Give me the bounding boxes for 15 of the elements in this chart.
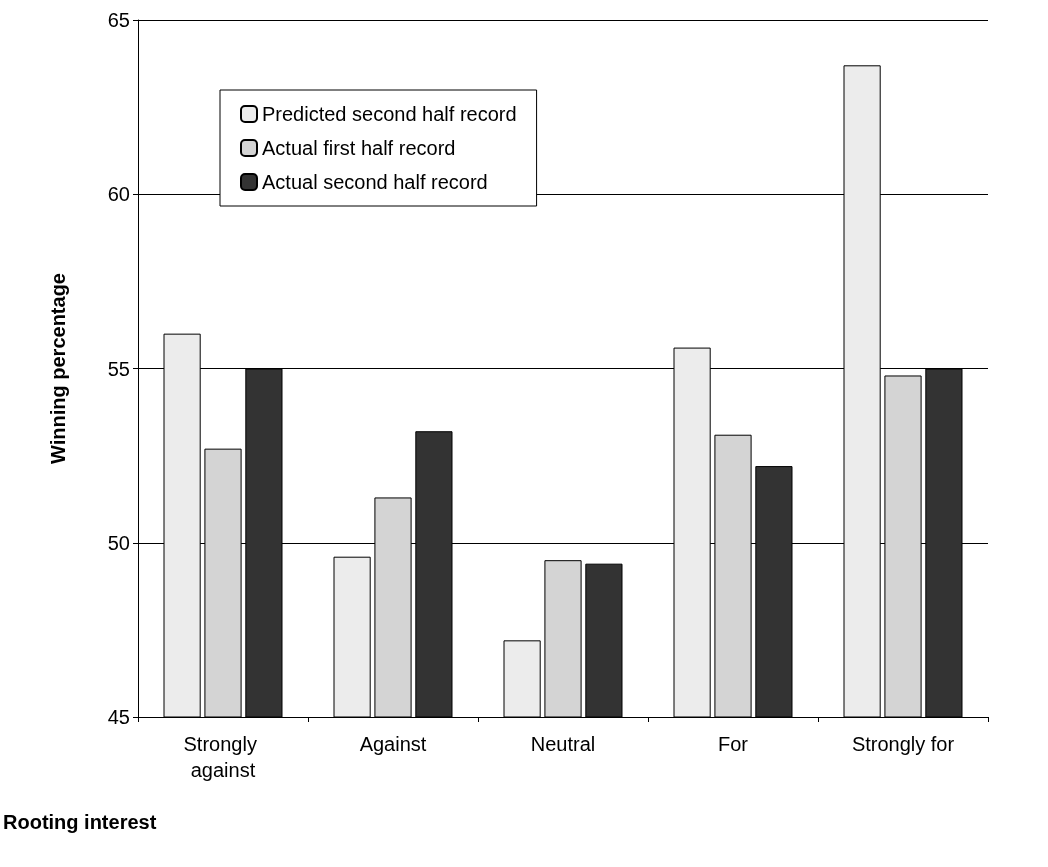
x-axis-title: Rooting interest xyxy=(3,811,157,833)
y-tick-label: 55 xyxy=(107,357,130,380)
y-tick-label: 60 xyxy=(107,183,130,206)
x-tick-label: For xyxy=(718,733,749,755)
x-tick-label: Against xyxy=(359,733,427,755)
x-tick-label: Strongly against xyxy=(183,733,263,781)
y-tick-label: 45 xyxy=(107,706,130,728)
legend-label: Predicted second half record xyxy=(262,103,517,125)
x-tick-label: Strongly for xyxy=(851,733,955,755)
legend-label: Actual second half record xyxy=(262,171,488,193)
y-tick-label: 50 xyxy=(107,531,130,554)
y-tick-label: 65 xyxy=(107,9,130,31)
y-axis-title: Winning percentage xyxy=(47,273,69,464)
legend-label: Actual first half record xyxy=(262,137,456,159)
x-tick-label: Neutral xyxy=(530,733,596,755)
